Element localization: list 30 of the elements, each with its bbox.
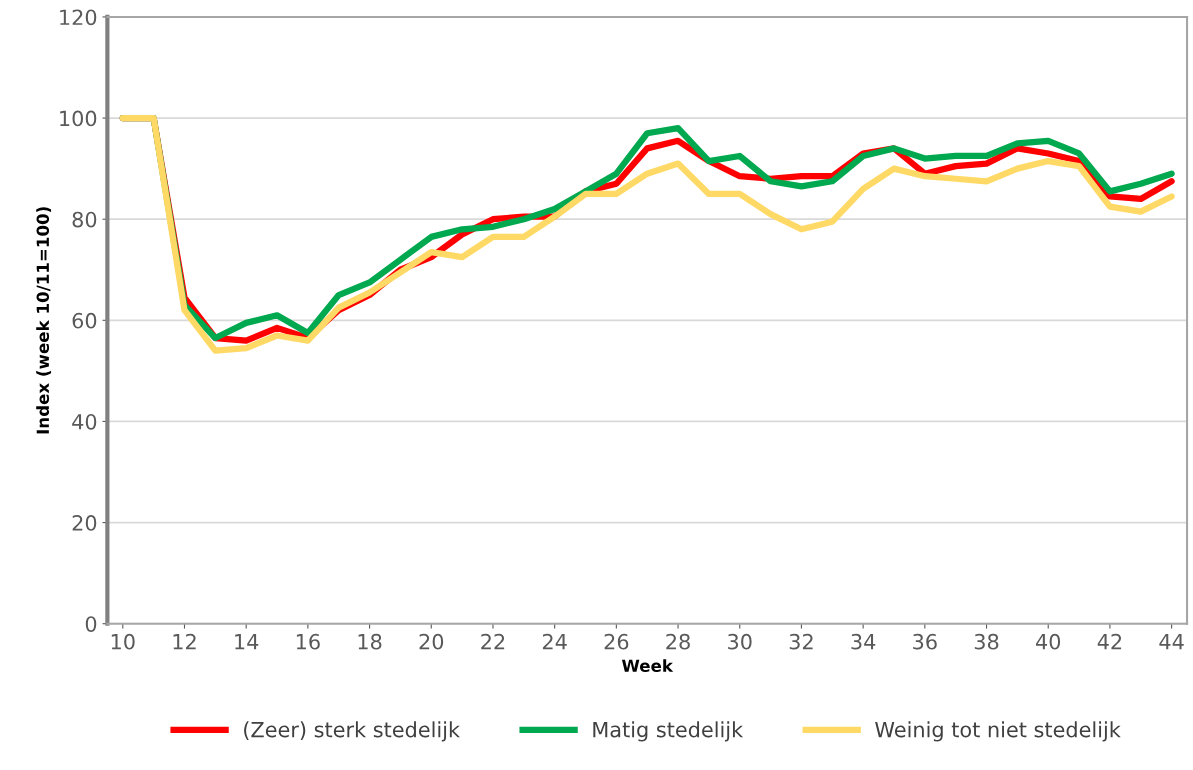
legend-label: Weinig tot niet stedelijk [875,721,1121,742]
x-tick-label: 32 [789,633,813,650]
x-tick-label: 20 [419,633,444,650]
x-axis-title: Week [621,659,674,673]
x-tick-label: 16 [296,633,320,650]
x-tick-label: 30 [728,633,752,650]
y-tick-label: 20 [72,515,97,531]
x-tick-label: 24 [542,633,567,650]
y-tick-label: 40 [72,413,97,430]
y-axis-title: Index (week 10/11=100) [36,207,52,434]
x-tick-label: 18 [358,633,382,650]
x-tick-label: 10 [111,633,135,650]
x-tick-label: 22 [481,633,505,650]
y-tick-label: 0 [85,616,97,632]
y-tick-label: 100 [60,110,97,127]
x-tick-label: 44 [1159,634,1184,650]
x-tick-label: 26 [604,633,629,650]
x-tick-label: 34 [851,633,876,650]
x-tick-label: 42 [1097,633,1122,650]
legend-label: (Zeer) sterk stedelijk [244,721,460,742]
x-tick-label: 40 [1035,633,1061,650]
x-tick-label: 12 [173,633,196,650]
x-tick-label: 28 [666,633,690,650]
y-tick-label: 80 [72,211,97,228]
x-tick-label: 14 [235,634,259,650]
x-tick-label: 36 [913,633,937,650]
legend-label: Matig stedelijk [593,721,744,742]
x-tick-label: 38 [974,633,999,650]
y-tick-label: 120 [60,9,97,26]
y-tick-label: 60 [72,312,97,329]
